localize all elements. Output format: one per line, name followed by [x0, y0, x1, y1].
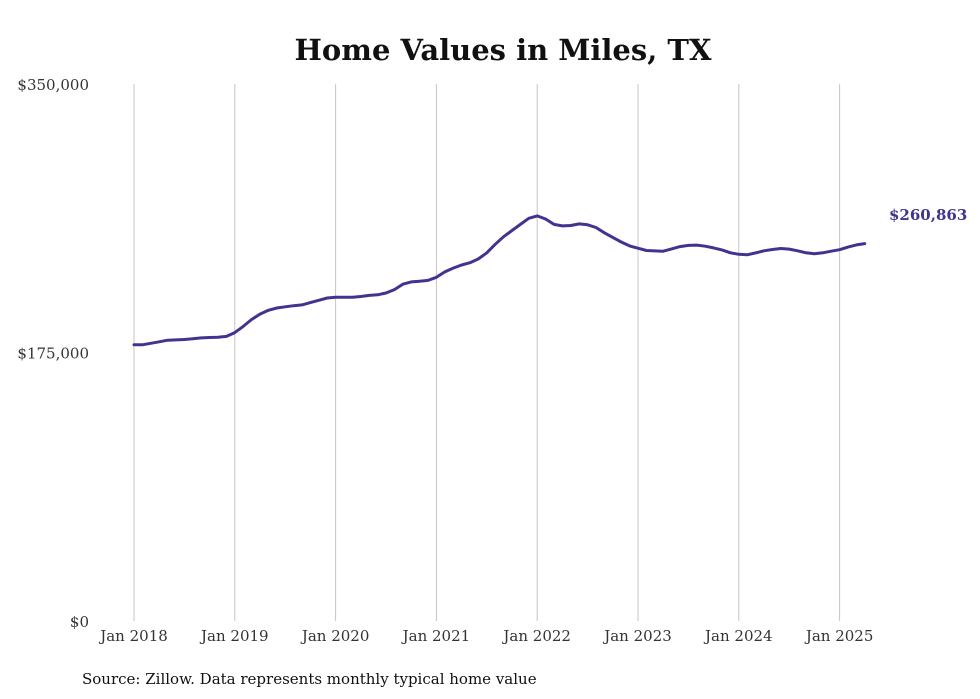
- y-tick-label: $0: [70, 613, 89, 631]
- x-tick-label: Jan 2019: [199, 627, 269, 645]
- source-note: Source: Zillow. Data represents monthly …: [82, 670, 537, 688]
- x-tick-label: Jan 2022: [501, 627, 571, 645]
- y-axis-ticks: $0 $175,000 $350,000: [17, 76, 89, 631]
- vertical-gridlines: [133, 84, 841, 621]
- x-tick-label: Jan 2024: [703, 627, 773, 645]
- x-tick-label: Jan 2021: [401, 627, 471, 645]
- x-tick-label: Jan 2025: [804, 627, 874, 645]
- y-tick-label: $350,000: [17, 76, 89, 94]
- chart-title: Home Values in Miles, TX: [295, 33, 712, 67]
- x-tick-label: Jan 2020: [300, 627, 370, 645]
- x-axis-ticks: Jan 2018 Jan 2019 Jan 2020 Jan 2021 Jan 2022…: [98, 627, 873, 645]
- x-tick-label: Jan 2023: [602, 627, 672, 645]
- x-tick-label: Jan 2018: [98, 627, 168, 645]
- series-line: [132, 214, 867, 347]
- y-tick-label: $175,000: [17, 345, 89, 363]
- series-layer: [132, 214, 867, 347]
- last-value-label: $260,863: [889, 206, 967, 224]
